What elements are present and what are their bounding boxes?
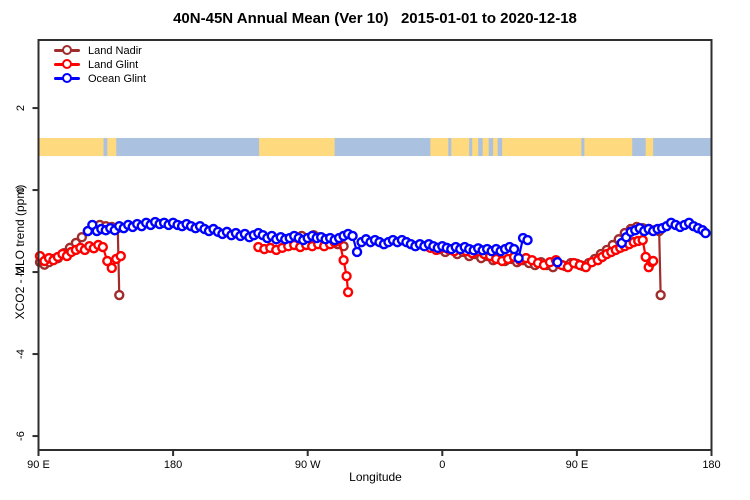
data-point <box>114 289 125 301</box>
data-point <box>508 243 520 255</box>
data-point <box>115 250 126 262</box>
map-strip-land-segment <box>502 137 582 157</box>
map-strip-land-segment <box>472 137 479 157</box>
data-point <box>342 286 354 298</box>
data-point <box>513 252 524 264</box>
map-strip-land-segment <box>493 137 498 157</box>
data-point <box>97 241 109 253</box>
data-point <box>338 254 349 266</box>
x-axis-label: Longitude <box>349 470 402 484</box>
map-strip-land-segment <box>482 137 489 157</box>
x-tick-label: 90 W <box>295 459 321 471</box>
map-strip-land-segment <box>38 137 104 157</box>
y-axis-label: XCO2 - MLO trend (ppm) <box>13 184 27 320</box>
map-strip-land-segment <box>645 137 654 157</box>
data-point <box>106 262 117 274</box>
map-strip-land-segment <box>259 137 335 157</box>
x-tick-label: 90 E <box>27 459 50 471</box>
map-strip-land-segment <box>584 137 633 157</box>
data-point <box>522 234 533 246</box>
land-glint-marker-icon <box>54 59 80 70</box>
legend-item-land-glint: Land Glint <box>54 58 146 71</box>
legend-label: Land Glint <box>88 58 139 71</box>
data-point <box>655 289 666 301</box>
map-strip-land-segment <box>107 137 117 157</box>
map-strip-land-segment <box>430 137 449 157</box>
data-point <box>347 230 358 242</box>
map-strip-land-segment <box>451 137 470 157</box>
y-tick-label: -4 <box>15 349 27 359</box>
data-point <box>700 227 711 239</box>
y-tick-label: -6 <box>15 431 27 441</box>
x-tick-label: 90 E <box>566 459 589 471</box>
legend-label: Land Nadir <box>88 44 142 57</box>
data-point <box>637 234 648 246</box>
x-tick-label: 0 <box>439 459 445 471</box>
y-tick-label: 0 <box>15 187 27 193</box>
data-point <box>647 255 659 267</box>
data-point <box>552 257 563 268</box>
x-tick-label: 180 <box>164 459 182 471</box>
data-point <box>76 232 88 243</box>
data-point <box>341 270 352 282</box>
legend-item-land-nadir: Land Nadir <box>54 44 146 57</box>
plot-border <box>37 39 713 451</box>
x-tick-label: 180 <box>702 459 720 471</box>
data-point <box>351 246 363 258</box>
data-point <box>102 255 113 267</box>
legend-item-ocean-glint: Ocean Glint <box>54 72 146 85</box>
ocean-glint-marker-icon <box>54 73 80 84</box>
legend: Land Nadir Land Glint Ocean Glint <box>54 44 146 85</box>
legend-label: Ocean Glint <box>88 72 147 85</box>
y-tick-label: 2 <box>15 105 27 111</box>
y-tick-label: -2 <box>15 267 27 277</box>
chart-title: 40N-45N Annual Mean (Ver 10) 2015-01-01 … <box>173 10 577 27</box>
land-nadir-marker-icon <box>54 45 80 56</box>
